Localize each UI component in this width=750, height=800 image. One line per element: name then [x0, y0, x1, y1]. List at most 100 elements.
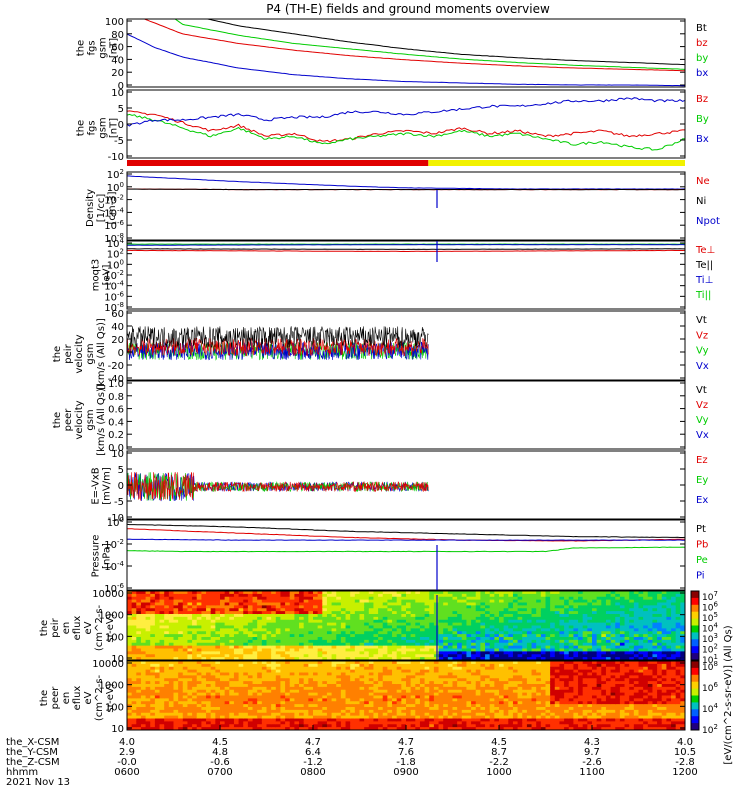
spectrogram-cell	[233, 692, 240, 697]
spectrogram-cell	[285, 669, 291, 674]
spectrogram-cell	[554, 611, 561, 615]
spectrogram-cell	[443, 663, 449, 668]
spectrogram	[127, 661, 685, 730]
spectrogram-cell	[657, 628, 663, 632]
spectrogram-cell	[578, 619, 584, 624]
spectrogram-cell	[257, 619, 263, 624]
spectrogram-cell	[271, 625, 277, 629]
spectrogram-cell	[615, 654, 621, 658]
spectrogram-cell	[173, 709, 179, 714]
spectrogram-cell	[266, 666, 272, 671]
spectrogram-cell	[196, 611, 202, 615]
spectrogram-cell	[326, 648, 333, 652]
spectrogram-cell	[136, 599, 142, 604]
spectrogram-cell	[178, 689, 184, 694]
spectrogram-cell	[512, 616, 519, 621]
spectrogram-cell	[429, 616, 435, 621]
spectrogram-cell	[196, 698, 202, 702]
spectrogram-cell	[671, 602, 677, 606]
spectrogram-cell	[461, 639, 468, 644]
spectrogram-cell	[336, 657, 342, 660]
spectrogram-cell	[485, 602, 491, 606]
spectrogram-cell	[275, 591, 282, 595]
spectrogram-cell	[373, 724, 379, 728]
spectrogram-cell	[154, 672, 161, 676]
spectrogram-cell	[271, 686, 277, 691]
spectrogram-cell	[573, 616, 579, 621]
spectrogram-cell	[429, 628, 435, 632]
spectrogram-cell	[196, 704, 202, 708]
spectrogram-cell	[615, 657, 621, 660]
spectrogram-cell	[350, 666, 356, 671]
spectrogram-cell	[564, 634, 570, 638]
spectrogram-cell	[373, 602, 379, 606]
spectrogram-cell	[605, 648, 612, 652]
spectrogram-cell	[206, 654, 212, 658]
spectrogram-cell	[154, 718, 161, 722]
spectrogram-cell	[280, 692, 286, 697]
spectrogram-cell	[406, 712, 412, 717]
spectrogram-cell	[373, 625, 379, 629]
spectrogram-cell	[182, 593, 189, 598]
spectrogram-cell	[224, 602, 230, 606]
spectrogram-cell	[340, 622, 347, 627]
spectrogram-cell	[582, 654, 588, 658]
spectrogram-cell	[201, 625, 207, 629]
spectrogram-cell	[317, 634, 323, 638]
spectrogram-cell	[610, 602, 616, 606]
spectrogram-cell	[173, 727, 179, 730]
spectrogram-cell	[187, 663, 193, 668]
spectrogram-cell	[345, 689, 351, 694]
spectrogram-cell	[313, 639, 319, 644]
spectrogram-cell	[271, 599, 277, 604]
spectrogram-cell	[159, 701, 165, 705]
spectrogram-cell	[140, 616, 147, 621]
y-tick-label: 100	[105, 17, 124, 28]
spectrogram-cell	[531, 614, 537, 618]
spectrogram-cell	[131, 614, 137, 618]
spectrogram-cell	[419, 608, 426, 612]
spectrogram-cell	[364, 695, 370, 699]
spectrogram-cell	[512, 642, 519, 647]
spectrogram-cell	[192, 614, 198, 618]
spectrogram-cell	[243, 689, 249, 694]
spectrogram-cell	[461, 628, 468, 632]
spectrogram-cell	[299, 712, 305, 717]
spectrogram-cell	[466, 622, 472, 627]
spectrogram-cell	[164, 619, 170, 624]
spectrogram-cell	[368, 686, 375, 691]
spectrogram-cell	[419, 724, 426, 728]
spectrogram-cell	[173, 724, 179, 728]
spectrogram-cell	[164, 686, 170, 691]
spectrogram-cell	[419, 591, 426, 595]
spectrogram-cell	[326, 654, 333, 658]
spectrogram-cell	[317, 593, 323, 598]
legend: Te⊥Te||Ti⊥Ti||	[695, 245, 715, 301]
spectrogram-cell	[392, 724, 398, 728]
spectrogram-cell	[401, 678, 407, 682]
spectrogram-cell	[489, 645, 495, 650]
spectrogram-cell	[294, 611, 300, 615]
legend-entry: Vy	[696, 415, 709, 426]
spectrogram-cell	[447, 721, 454, 725]
spectrogram-cell	[387, 678, 393, 682]
spectrogram-cell	[238, 704, 244, 708]
spectrogram-cell	[266, 591, 272, 595]
spectrogram-cell	[461, 721, 468, 725]
spectrogram-cell	[596, 602, 602, 606]
spectrogram-cell	[336, 684, 342, 688]
legend-entry: Vx	[696, 430, 709, 441]
spectrogram-cell	[271, 684, 277, 688]
spectrogram-cell	[401, 681, 407, 685]
spectrogram-cell	[406, 605, 412, 609]
spectrogram-cell	[475, 628, 481, 632]
spectrogram-cell	[443, 657, 449, 660]
spectrogram-cell	[150, 678, 156, 682]
spectrogram-cell	[573, 654, 579, 658]
spectrogram-cell	[159, 651, 165, 655]
spectrogram-cell	[145, 692, 151, 697]
panel-4: 10410210010-210-410-610-8moqt3[eV]Te⊥Te|…	[91, 237, 716, 314]
spectrogram-cell	[271, 645, 277, 650]
spectrogram-cell	[392, 681, 398, 685]
spectrogram-cell	[661, 619, 667, 624]
